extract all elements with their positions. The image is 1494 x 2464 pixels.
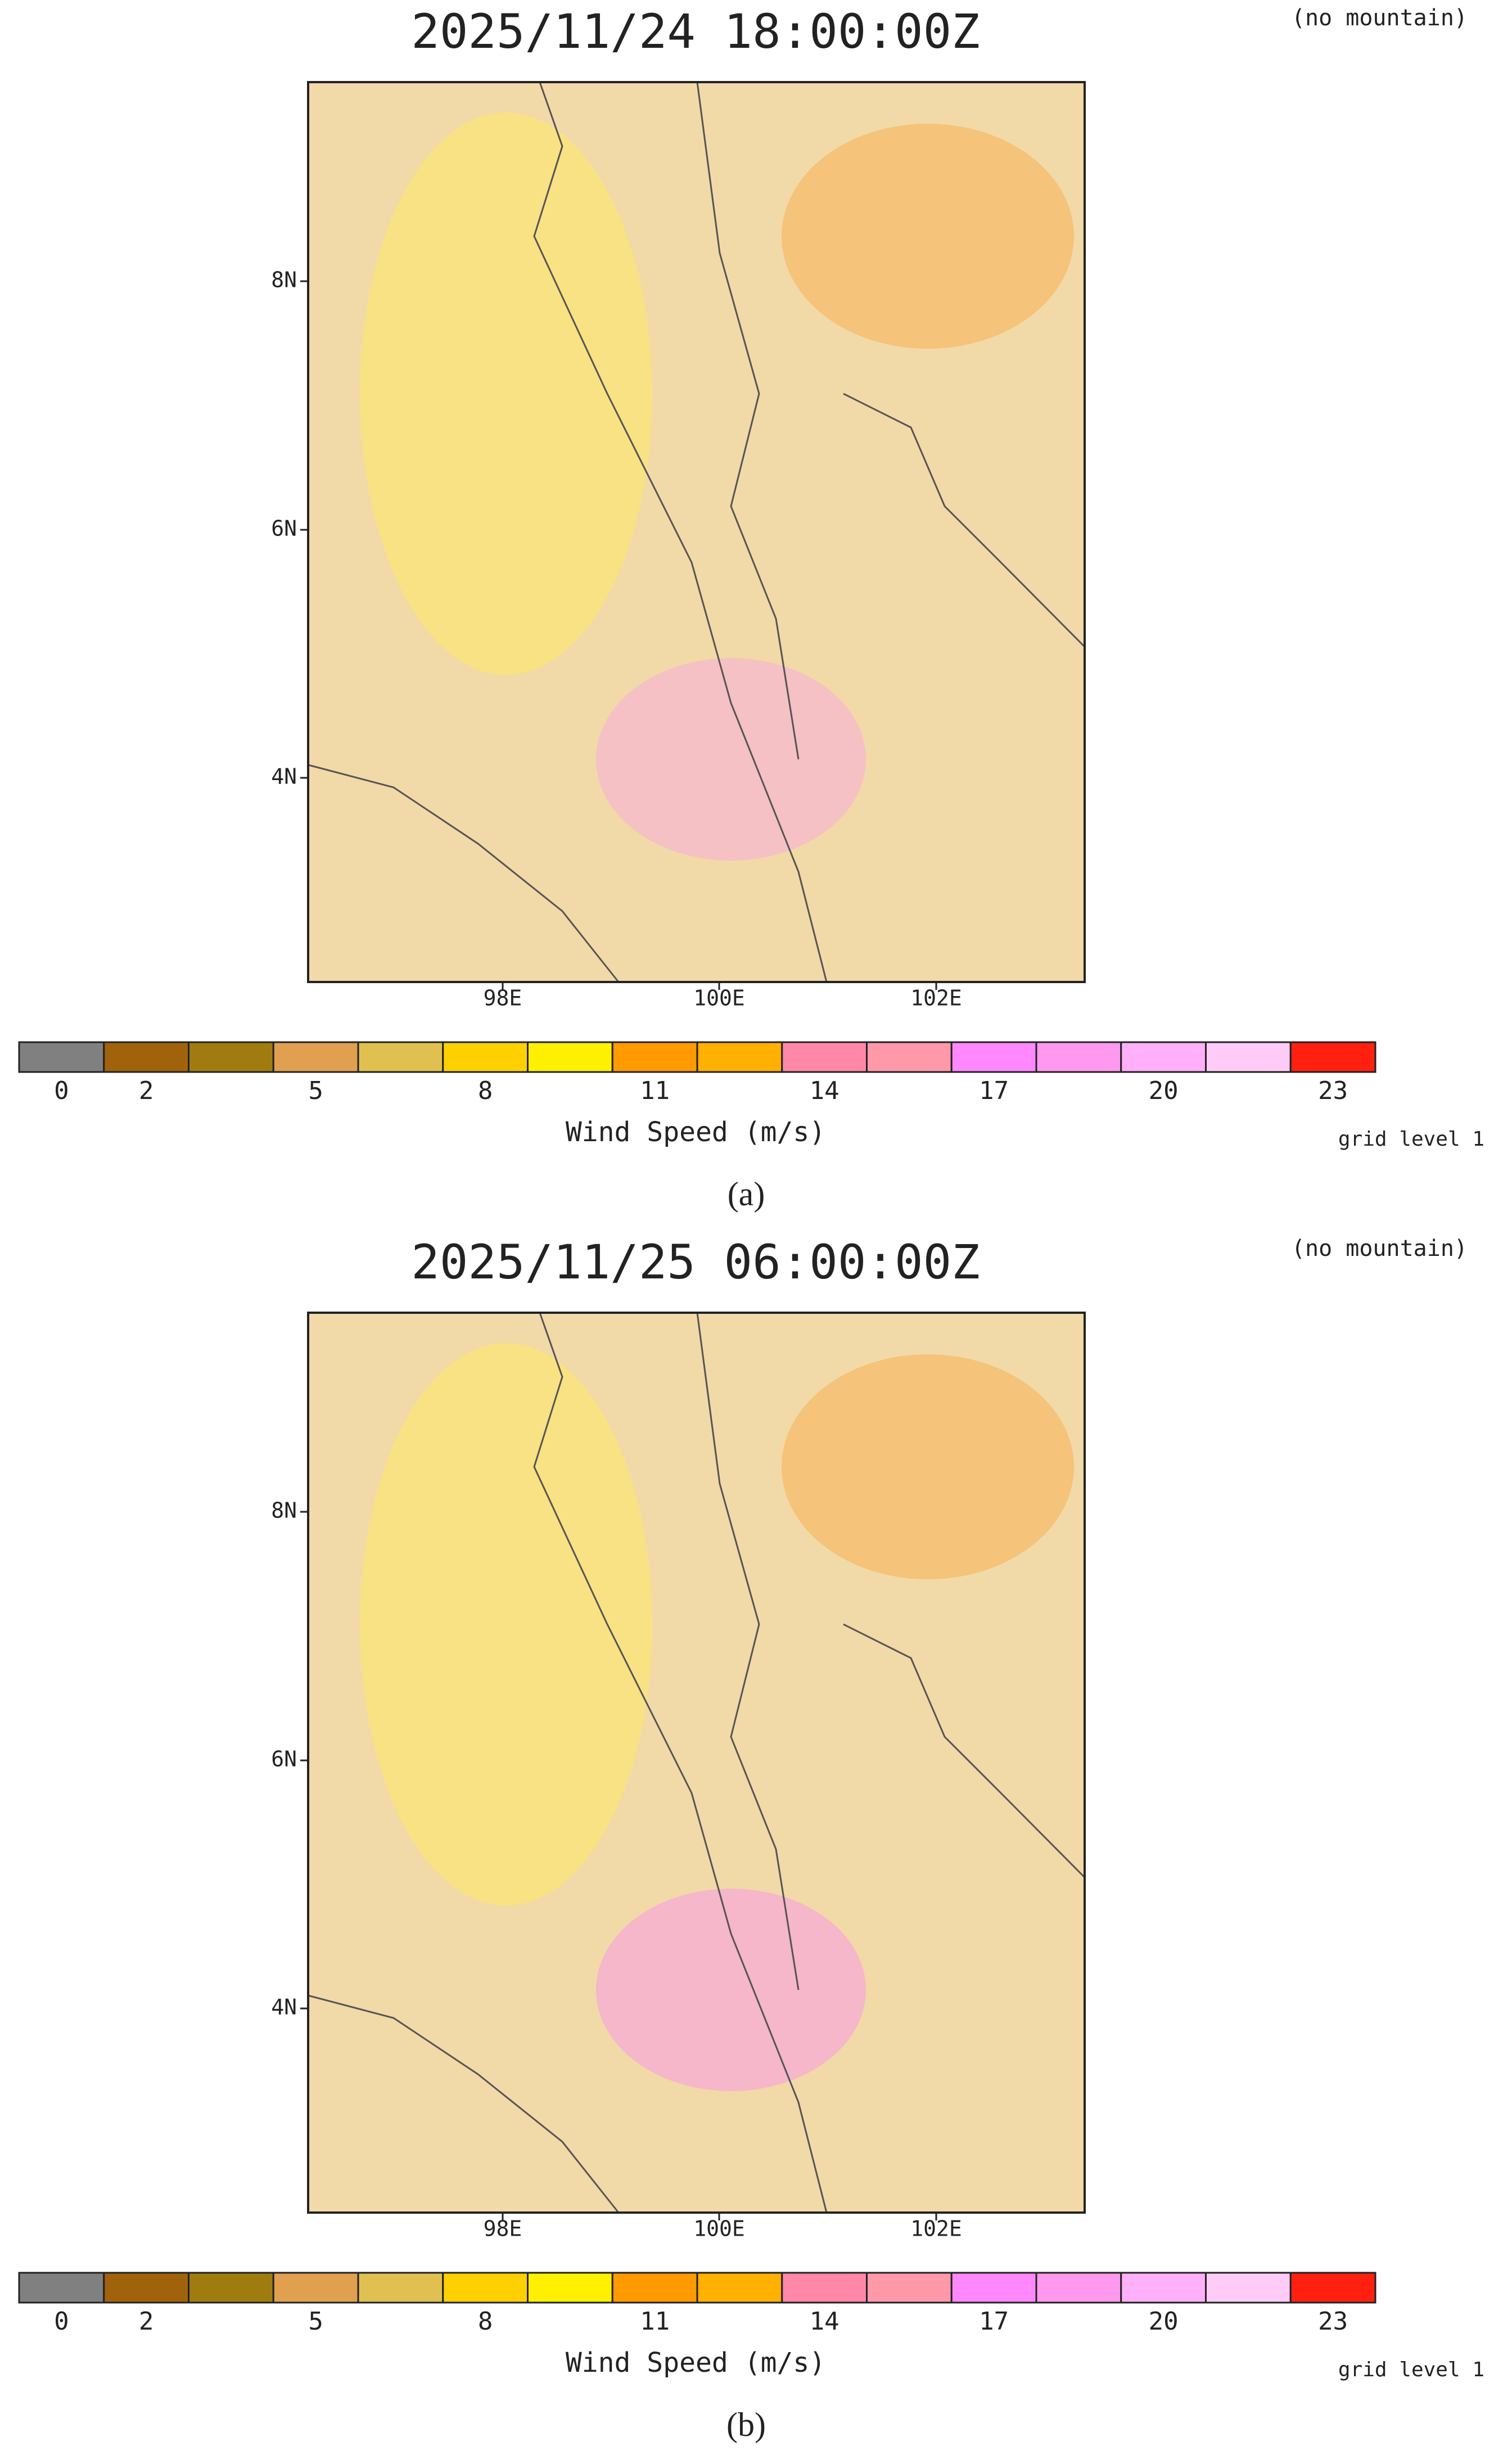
colorbar-label: 5 bbox=[308, 1076, 323, 1105]
colorbar-label: 23 bbox=[1318, 1076, 1348, 1105]
colorbar-label: 17 bbox=[979, 1076, 1009, 1105]
coastline bbox=[696, 1312, 800, 1990]
colorbar-box bbox=[18, 2272, 105, 2304]
panel-title: 2025/11/25 06:00:00Z bbox=[411, 1235, 980, 1290]
lon-label: 98E bbox=[484, 986, 522, 1011]
colorbar-box bbox=[950, 1041, 1037, 1073]
colorbar-box bbox=[1035, 1041, 1122, 1073]
colorbar-box bbox=[103, 1041, 189, 1073]
coastline bbox=[533, 1312, 828, 2213]
colorbar-box bbox=[1289, 2272, 1376, 2304]
colorbar-box bbox=[442, 2272, 529, 2304]
colorbar-box bbox=[188, 2272, 274, 2304]
panel: 2025/11/24 18:00:00Z (no mountain) 8N 6N 4N 9… bbox=[18, 4, 1484, 1213]
coastline bbox=[308, 764, 620, 983]
colorbar-box bbox=[357, 1041, 444, 1073]
lon-label: 98E bbox=[484, 2217, 522, 2241]
colorbar-label: 11 bbox=[640, 2307, 670, 2336]
colorbar-label: 2 bbox=[139, 1076, 154, 1105]
note: (no mountain) bbox=[1292, 5, 1468, 31]
colorbar-label: 14 bbox=[810, 2307, 839, 2336]
colorbar-box bbox=[781, 2272, 868, 2304]
caption: (b) bbox=[726, 2406, 766, 2443]
colorbar-box bbox=[611, 2272, 698, 2304]
colorbar-box bbox=[1120, 2272, 1207, 2304]
lat-label: 4N bbox=[271, 1995, 297, 2020]
colorbar-title: Wind Speed (m/s) bbox=[566, 1116, 825, 1148]
colorbar-label: 23 bbox=[1318, 2307, 1348, 2336]
coastline bbox=[533, 82, 828, 983]
wind-region bbox=[360, 1343, 652, 1906]
colorbar-box bbox=[781, 1041, 868, 1073]
coastline bbox=[696, 82, 800, 760]
wind-region bbox=[596, 1889, 866, 2091]
caption: (a) bbox=[728, 1175, 765, 1213]
lat-label: 4N bbox=[271, 764, 297, 789]
colorbar-label: 8 bbox=[478, 1076, 493, 1105]
colorbar-box bbox=[527, 2272, 613, 2304]
colorbar-title: Wind Speed (m/s) bbox=[566, 2347, 825, 2379]
colorbar-box bbox=[357, 2272, 444, 2304]
colorbar-box bbox=[1035, 2272, 1122, 2304]
footnote: grid level 1 bbox=[1338, 2358, 1484, 2381]
lat-label: 8N bbox=[271, 268, 297, 292]
colorbar-label: 11 bbox=[640, 1076, 670, 1105]
colorbar-label: 17 bbox=[979, 2307, 1009, 2336]
panel-title: 2025/11/24 18:00:00Z bbox=[411, 4, 980, 59]
lon-label: 100E bbox=[693, 986, 745, 1011]
wind-region bbox=[596, 658, 866, 861]
lat-label: 8N bbox=[271, 1498, 297, 1523]
colorbar-box bbox=[866, 1041, 953, 1073]
note: (no mountain) bbox=[1292, 1236, 1468, 1262]
colorbar-box bbox=[696, 1041, 783, 1073]
colorbar-box bbox=[1205, 2272, 1292, 2304]
lon-label: 102E bbox=[910, 2217, 962, 2241]
colorbar-box bbox=[696, 2272, 783, 2304]
panel: 2025/11/25 06:00:00Z (no mountain) 8N 6N 4N 9… bbox=[18, 1235, 1484, 2443]
coastline bbox=[308, 1994, 620, 2213]
colorbar-label: 14 bbox=[810, 1076, 839, 1105]
colorbar-label: 20 bbox=[1149, 2307, 1179, 2336]
lon-label: 100E bbox=[693, 2217, 745, 2241]
colorbar-label: 5 bbox=[308, 2307, 323, 2336]
colorbar-box bbox=[1205, 1041, 1292, 1073]
lon-label: 102E bbox=[910, 986, 962, 1011]
colorbar-label: 0 bbox=[54, 1076, 69, 1105]
colorbar-box bbox=[611, 1041, 698, 1073]
colorbar-label: 20 bbox=[1149, 1076, 1179, 1105]
colorbar-label: 0 bbox=[54, 2307, 69, 2336]
colorbar-box bbox=[18, 1041, 105, 1073]
colorbar-label: 8 bbox=[478, 2307, 493, 2336]
colorbar-box bbox=[1289, 1041, 1376, 1073]
colorbar-box bbox=[527, 1041, 613, 1073]
colorbar-box bbox=[866, 2272, 953, 2304]
map-frame bbox=[307, 81, 1086, 983]
coastline bbox=[843, 393, 1086, 648]
coastline bbox=[843, 1623, 1086, 1879]
colorbar-box bbox=[950, 2272, 1037, 2304]
lat-label: 6N bbox=[271, 516, 297, 541]
wind-region bbox=[360, 112, 652, 675]
colorbar-box bbox=[442, 1041, 529, 1073]
colorbar-box bbox=[103, 2272, 189, 2304]
colorbar-box bbox=[272, 2272, 359, 2304]
colorbar-box bbox=[1120, 1041, 1207, 1073]
map-frame bbox=[307, 1312, 1086, 2214]
colorbar-label: 2 bbox=[139, 2307, 154, 2336]
lat-label: 6N bbox=[271, 1747, 297, 1772]
colorbar-box bbox=[188, 1041, 274, 1073]
wind-region bbox=[782, 124, 1074, 349]
footnote: grid level 1 bbox=[1338, 1128, 1484, 1151]
wind-region bbox=[782, 1354, 1074, 1579]
colorbar-box bbox=[272, 1041, 359, 1073]
